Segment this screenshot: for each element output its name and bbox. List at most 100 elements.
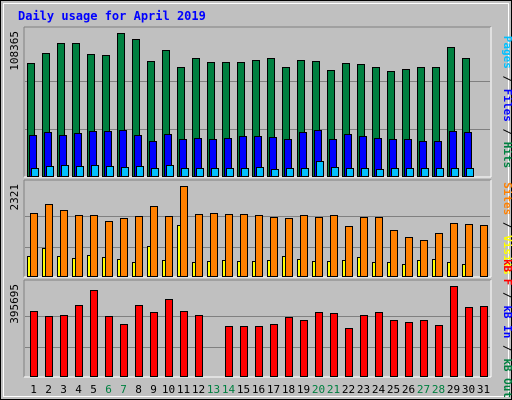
bar-hits-files-pages-pages-day-17 (271, 169, 279, 177)
bar-kbf-kbin-kbout-kb-f-day-14 (225, 326, 233, 377)
bar-visits-sites-sites-day-28 (435, 233, 443, 277)
bar-visits-sites-sites-day-31 (480, 225, 488, 277)
day-label-8: 8 (135, 383, 142, 396)
bar-visits-sites-sites-day-21 (330, 215, 338, 277)
bar-visits-sites-sites-day-1 (30, 213, 38, 277)
day-label-3: 3 (60, 383, 67, 396)
bars (27, 33, 488, 377)
legend-part-2: Visits (501, 235, 512, 275)
bar-visits-sites-sites-day-8 (135, 216, 143, 277)
day-label-24: 24 (372, 383, 386, 396)
bar-kbf-kbin-kbout-kb-f-day-11 (180, 311, 188, 377)
bar-kbf-kbin-kbout-kb-f-day-9 (150, 312, 158, 377)
bar-hits-files-pages-pages-day-14 (226, 168, 234, 177)
bar-visits-sites-sites-day-24 (375, 217, 383, 277)
bar-hits-files-pages-pages-day-6 (106, 166, 114, 177)
day-label-17: 17 (267, 383, 280, 396)
day-label-4: 4 (75, 383, 82, 396)
bar-kbf-kbin-kbout-kb-f-day-20 (315, 312, 323, 377)
bar-kbf-kbin-kbout-kb-f-day-17 (270, 324, 278, 377)
legend-part-3: / (501, 122, 512, 142)
bar-visits-sites-sites-day-29 (450, 223, 458, 277)
day-label-25: 25 (387, 383, 400, 396)
bar-visits-sites-sites-day-15 (240, 214, 248, 277)
bar-kbf-kbin-kbout-kb-f-day-15 (240, 326, 248, 377)
day-label-13: 13 (207, 383, 220, 396)
max-label-kbf-kbin-kbout: 395695 (8, 284, 21, 324)
bar-hits-files-pages-pages-day-9 (151, 168, 159, 177)
legend-part-2: Files (501, 89, 512, 122)
legend-part-3: / (501, 338, 512, 358)
day-label-1: 1 (30, 383, 37, 396)
bar-visits-sites-sites-day-18 (285, 218, 293, 277)
bar-kbf-kbin-kbout-kb-f-day-1 (30, 311, 38, 377)
bar-visits-sites-sites-day-22 (345, 226, 353, 277)
bar-visits-sites-sites-day-9 (150, 206, 158, 277)
day-label-16: 16 (252, 383, 265, 396)
bar-kbf-kbin-kbout-kb-f-day-28 (435, 325, 443, 377)
bar-hits-files-pages-pages-day-7 (121, 167, 129, 177)
bar-kbf-kbin-kbout-kb-f-day-5 (90, 290, 98, 377)
legend-part-1: / (501, 285, 512, 305)
legend-part-2: kB In (501, 305, 512, 338)
bar-kbf-kbin-kbout-kb-f-day-2 (45, 316, 53, 377)
bar-kbf-kbin-kbout-kb-f-day-21 (330, 313, 338, 377)
bar-visits-sites-sites-day-14 (225, 214, 233, 277)
bar-kbf-kbin-kbout-kb-f-day-27 (420, 320, 428, 377)
bar-visits-sites-sites-day-10 (165, 216, 173, 277)
day-label-22: 22 (342, 383, 355, 396)
bar-visits-sites-sites-day-11 (180, 186, 188, 277)
day-label-9: 9 (150, 383, 157, 396)
bar-hits-files-pages-pages-day-30 (466, 168, 474, 177)
bar-kbf-kbin-kbout-kb-f-day-26 (405, 322, 413, 377)
day-label-12: 12 (192, 383, 205, 396)
inner-bevel (3, 3, 509, 397)
bar-hits-files-pages-pages-day-20 (316, 161, 324, 177)
max-label-hits-files-pages: 108365 (8, 31, 21, 71)
bar-visits-sites-sites-day-30 (465, 224, 473, 277)
bar-kbf-kbin-kbout-kb-f-day-29 (450, 286, 458, 377)
day-label-28: 28 (432, 383, 445, 396)
bar-hits-files-pages-pages-day-4 (76, 166, 84, 177)
bar-kbf-kbin-kbout-kb-f-day-12 (195, 315, 203, 377)
legend-part-0: kB F (501, 259, 512, 286)
bar-visits-sites-sites-day-3 (60, 210, 68, 277)
bar-kbf-kbin-kbout-kb-f-day-24 (375, 312, 383, 377)
bar-hits-files-pages-pages-day-24 (376, 169, 384, 177)
bar-kbf-kbin-kbout-kb-f-day-19 (300, 320, 308, 377)
day-label-6: 6 (105, 383, 112, 396)
bar-hits-files-pages-pages-day-16 (256, 167, 264, 177)
legend-label-visits-sites: Sites / Visits (501, 182, 512, 275)
day-label-14: 14 (222, 383, 236, 396)
bar-visits-sites-sites-day-12 (195, 214, 203, 277)
bar-hits-files-pages-pages-day-29 (451, 168, 459, 177)
bar-kbf-kbin-kbout-kb-f-day-10 (165, 299, 173, 377)
bar-kbf-kbin-kbout-kb-f-day-30 (465, 307, 473, 377)
day-label-31: 31 (477, 383, 490, 396)
bar-visits-sites-sites-day-25 (390, 230, 398, 277)
bar-hits-files-pages-pages-day-2 (46, 166, 54, 177)
bar-hits-files-pages-pages-day-5 (91, 165, 99, 177)
legend-part-4: Hits (501, 142, 512, 169)
bar-hits-files-pages-pages-day-13 (211, 168, 219, 177)
bar-hits-files-pages-pages-day-28 (436, 168, 444, 177)
bar-hits-files-pages-pages-day-1 (31, 168, 39, 177)
legend-part-1: / (501, 215, 512, 235)
legend-part-0: Pages (501, 36, 512, 69)
bar-hits-files-pages-pages-day-26 (406, 168, 414, 177)
legend-part-1: / (501, 69, 512, 89)
day-label-7: 7 (120, 383, 127, 396)
day-label-11: 11 (177, 383, 190, 396)
legend-label-kbf-kbin-kbout: kB F / kB In / kB Out (501, 259, 512, 398)
bar-hits-files-pages-pages-day-27 (421, 168, 429, 177)
bar-kbf-kbin-kbout-kb-f-day-4 (75, 305, 83, 377)
day-label-21: 21 (327, 383, 340, 396)
bar-kbf-kbin-kbout-kb-f-day-6 (105, 316, 113, 377)
bar-hits-files-pages-pages-day-11 (181, 168, 189, 177)
bar-hits-files-pages-pages-day-8 (136, 166, 144, 177)
bar-hits-files-pages-pages-day-25 (391, 168, 399, 177)
bar-visits-sites-sites-day-4 (75, 215, 83, 277)
